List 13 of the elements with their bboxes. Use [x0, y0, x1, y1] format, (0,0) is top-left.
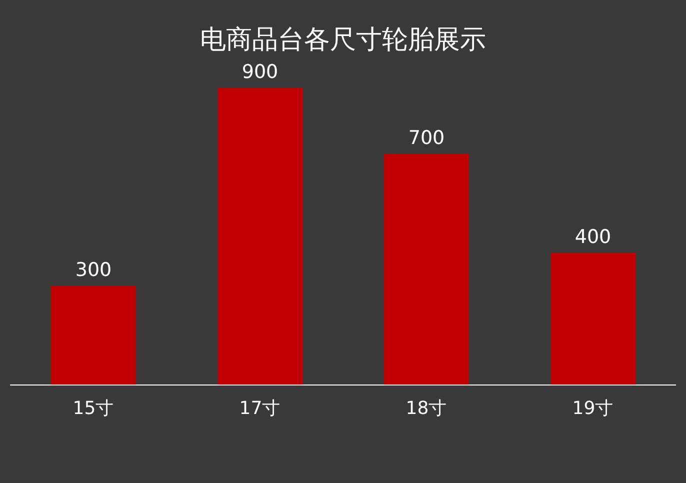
- data-label: 400: [574, 226, 612, 248]
- data-label: 300: [75, 259, 112, 281]
- data-label: 900: [242, 61, 278, 83]
- x-tick-label: 18寸: [406, 398, 447, 419]
- x-tick-label: 19寸: [572, 398, 614, 419]
- x-tick-label: 17寸: [239, 398, 280, 419]
- bar: [550, 253, 636, 385]
- chart-title: 电商品台各尺寸轮胎展示: [199, 24, 487, 57]
- bar: [384, 154, 469, 385]
- bar: [51, 286, 136, 385]
- bar: [218, 88, 302, 385]
- data-label: 700: [408, 127, 445, 149]
- x-tick-label: 15寸: [72, 398, 114, 419]
